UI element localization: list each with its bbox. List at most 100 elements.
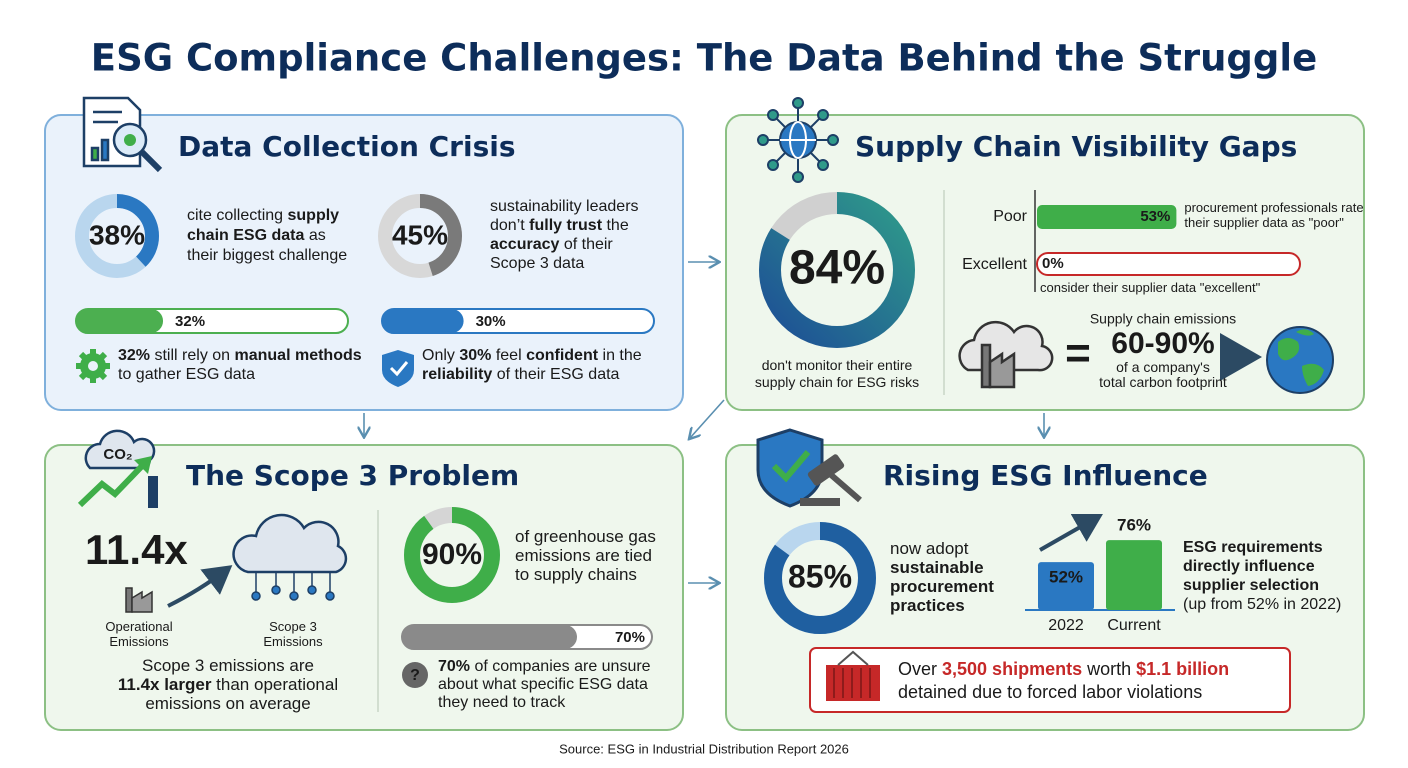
bar-label: 0% [1042, 255, 1064, 272]
panel-heading: Rising ESG Influence [883, 459, 1208, 492]
bar-label: 52% [1049, 568, 1083, 587]
gear-icon [76, 349, 110, 383]
bar-label: 32% [175, 313, 205, 330]
text-line: total carbon footprint [1099, 374, 1227, 390]
text-run: (up from 52% in 2022) [1183, 596, 1341, 613]
text-run: emissions are tied [515, 546, 652, 565]
text-run: supply chain for ESG risks [755, 374, 919, 390]
bar-track [1036, 252, 1301, 276]
bold-run: 70% [438, 658, 470, 675]
donut-arc [764, 522, 876, 634]
caption: Supply chain emissions [1090, 311, 1236, 327]
text-line: Over 3,500 shipments worth $1.1 billion [898, 659, 1229, 679]
text-line: supplier selection [1183, 577, 1319, 594]
donut-arc [759, 192, 915, 348]
text-run: consider their supplier data "excellent" [1040, 280, 1261, 295]
bold-run: confident [526, 347, 599, 364]
text-line: Scope 3 emissions are [142, 656, 314, 675]
shield-gavel-icon [756, 428, 862, 508]
text-line: 70% of companies are unsure [438, 658, 651, 675]
bold-run: 30% [459, 347, 491, 364]
bold-run: sustainable [890, 558, 984, 577]
text-line: Scope 3 [269, 619, 317, 634]
text-line: they need to track [438, 694, 566, 711]
earth-icon [1266, 326, 1334, 394]
bar-label: 30% [476, 313, 506, 330]
factory-icon [125, 587, 153, 613]
panel [44, 114, 684, 411]
text-run: sustainability leaders [490, 198, 639, 215]
text-line: Only 30% feel confident in the [422, 347, 642, 364]
bar [1037, 205, 1177, 229]
scope3-cloud-icon [232, 513, 348, 601]
text-line: now adopt [890, 539, 969, 558]
shield-icon [382, 350, 414, 387]
bold-run: supply [288, 207, 340, 224]
text-line: don't monitor their entire [762, 357, 913, 373]
text-line: (up from 52% in 2022) [1183, 596, 1341, 613]
donut-arc [378, 194, 462, 278]
text-line: directly influence [1183, 558, 1315, 575]
text-line: to gather ESG data [118, 366, 255, 383]
accent-run: 3,500 shipments [942, 659, 1082, 679]
text-line: procurement professionals rate [1184, 200, 1363, 215]
text-line: 32% still rely on manual methods [118, 347, 362, 364]
bold-run: reliability [422, 366, 492, 383]
text-run: total carbon footprint [1099, 374, 1227, 390]
donut-label: 45% [392, 219, 448, 250]
arrow [167, 565, 233, 608]
text-run: than operational [211, 675, 338, 694]
category-label: Poor [993, 208, 1027, 225]
text-run: Scope 3 emissions are [142, 656, 314, 675]
text-line: to supply chains [515, 565, 637, 584]
text-run: they need to track [438, 694, 566, 711]
bar [382, 309, 464, 333]
text-line: supply chain for ESG risks [755, 374, 919, 390]
multiple-value: 11.4x [85, 526, 188, 573]
bold-run: directly influence [1183, 558, 1315, 575]
text-line: Emissions [263, 634, 323, 649]
text-run: don't monitor their entire [762, 357, 913, 373]
donut-arc [75, 194, 159, 278]
category-label: Excellent [962, 256, 1027, 273]
text-run: of their [559, 236, 613, 253]
text-run: in the [598, 347, 642, 364]
panel-heading: The Scope 3 Problem [186, 459, 519, 492]
question-icon: ? [402, 662, 428, 688]
arrow [1039, 514, 1103, 552]
container-icon [826, 650, 880, 701]
text-line: chain ESG data as [187, 227, 326, 244]
bar [1106, 540, 1162, 610]
source-note: Source: ESG in Industrial Distribution R… [559, 741, 849, 756]
text-line: accuracy of their [490, 236, 613, 253]
text-run: still rely on [150, 347, 234, 364]
text-run: about what specific ESG data [438, 676, 648, 693]
text-run: now adopt [890, 539, 969, 558]
donut-label: 38% [89, 219, 145, 250]
range-value: 60-90% [1111, 327, 1214, 360]
co2-icon: CO₂ [77, 429, 158, 508]
bar-label: 70% [615, 629, 645, 646]
text-run: their supplier data as "poor" [1184, 215, 1344, 230]
bold-run: fully trust [529, 217, 603, 234]
text-run: of their ESG data [492, 366, 619, 383]
bold-run: 32% [118, 347, 150, 364]
panel-heading: Supply Chain Visibility Gaps [855, 130, 1297, 163]
text-line: cite collecting supply [187, 207, 339, 224]
bold-run: chain ESG data [187, 227, 304, 244]
icon-glyph: ? [410, 667, 420, 684]
text-line: Emissions [109, 634, 169, 649]
text-run: Scope 3 [269, 619, 317, 634]
donut-label: 84% [789, 242, 885, 295]
text-run: Over [898, 659, 942, 679]
text-run: feel [491, 347, 526, 364]
bar [1038, 562, 1094, 610]
bar-label: 76% [1117, 516, 1151, 535]
text-run: to gather ESG data [118, 366, 255, 383]
text-line: consider their supplier data "excellent" [1040, 280, 1261, 295]
text-run: procurement professionals rate [1184, 200, 1363, 215]
document-icon [82, 96, 163, 173]
text-run: worth [1082, 659, 1136, 679]
panel-heading: Data Collection Crisis [178, 130, 516, 163]
